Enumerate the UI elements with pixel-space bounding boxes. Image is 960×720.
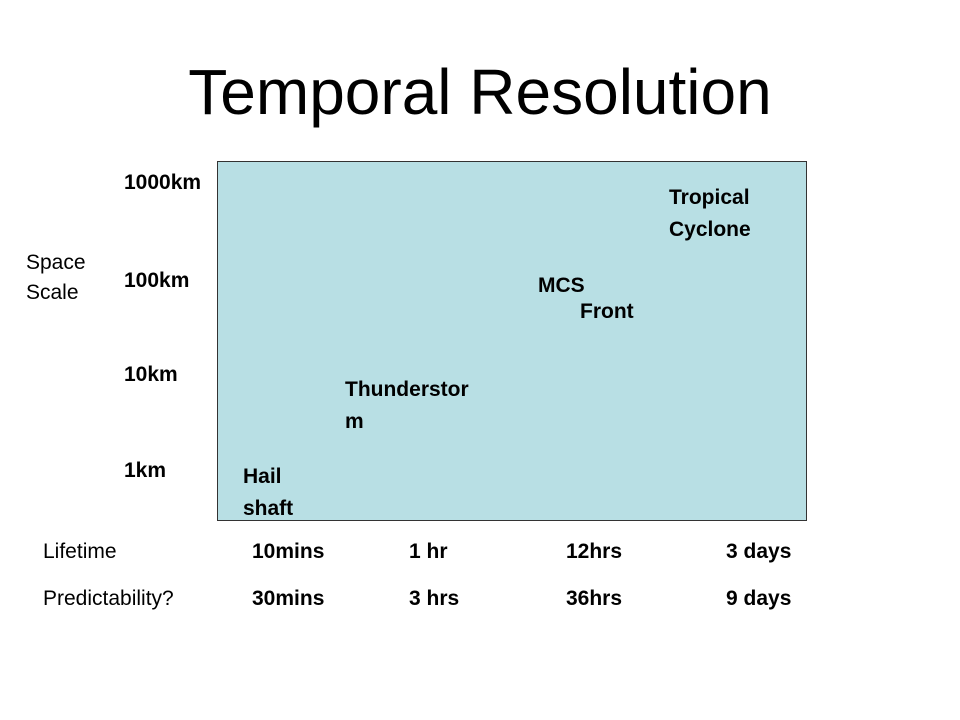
- predictability-row-label: Predictability?: [43, 587, 174, 610]
- phenomenon-label-line1: Tropical: [669, 186, 750, 209]
- phenomenon-front: Front: [580, 300, 634, 323]
- lifetime-value: 3 days: [726, 540, 792, 563]
- axis-title-line2: Scale: [26, 281, 79, 304]
- axis-title-line1: Space: [26, 251, 86, 274]
- lifetime-row-label: Lifetime: [43, 540, 117, 563]
- lifetime-value: 12hrs: [566, 540, 623, 563]
- scale-level-1km: 1km: [124, 459, 167, 482]
- scale-diagram-panel: [217, 161, 807, 521]
- predictability-value: 9 days: [726, 587, 792, 610]
- predictability-value: 30mins: [252, 587, 325, 610]
- lifetime-value: 10mins: [252, 540, 325, 563]
- phenomenon-hail-shaft: Hail shaft: [243, 461, 293, 525]
- scale-level-100km: 100km: [124, 269, 190, 292]
- phenomenon-mcs: MCS: [538, 274, 585, 297]
- phenomenon-label-line2: shaft: [243, 497, 294, 520]
- phenomenon-label-line1: Thunderstor: [345, 378, 469, 401]
- phenomenon-label-line1: Hail: [243, 465, 282, 488]
- space-scale-axis-title: Space Scale: [26, 248, 86, 308]
- phenomenon-label-line2: Cyclone: [669, 218, 751, 241]
- scale-level-1000km: 1000km: [124, 171, 202, 194]
- phenomenon-label-line2: m: [345, 410, 364, 433]
- phenomenon-thunderstorm: Thunderstor m: [345, 374, 469, 438]
- predictability-value: 36hrs: [566, 587, 623, 610]
- scale-level-10km: 10km: [124, 363, 178, 386]
- lifetime-value: 1 hr: [409, 540, 448, 563]
- phenomenon-tropical-cyclone: Tropical Cyclone: [669, 182, 751, 246]
- predictability-value: 3 hrs: [409, 587, 460, 610]
- page-title: Temporal Resolution: [188, 56, 772, 128]
